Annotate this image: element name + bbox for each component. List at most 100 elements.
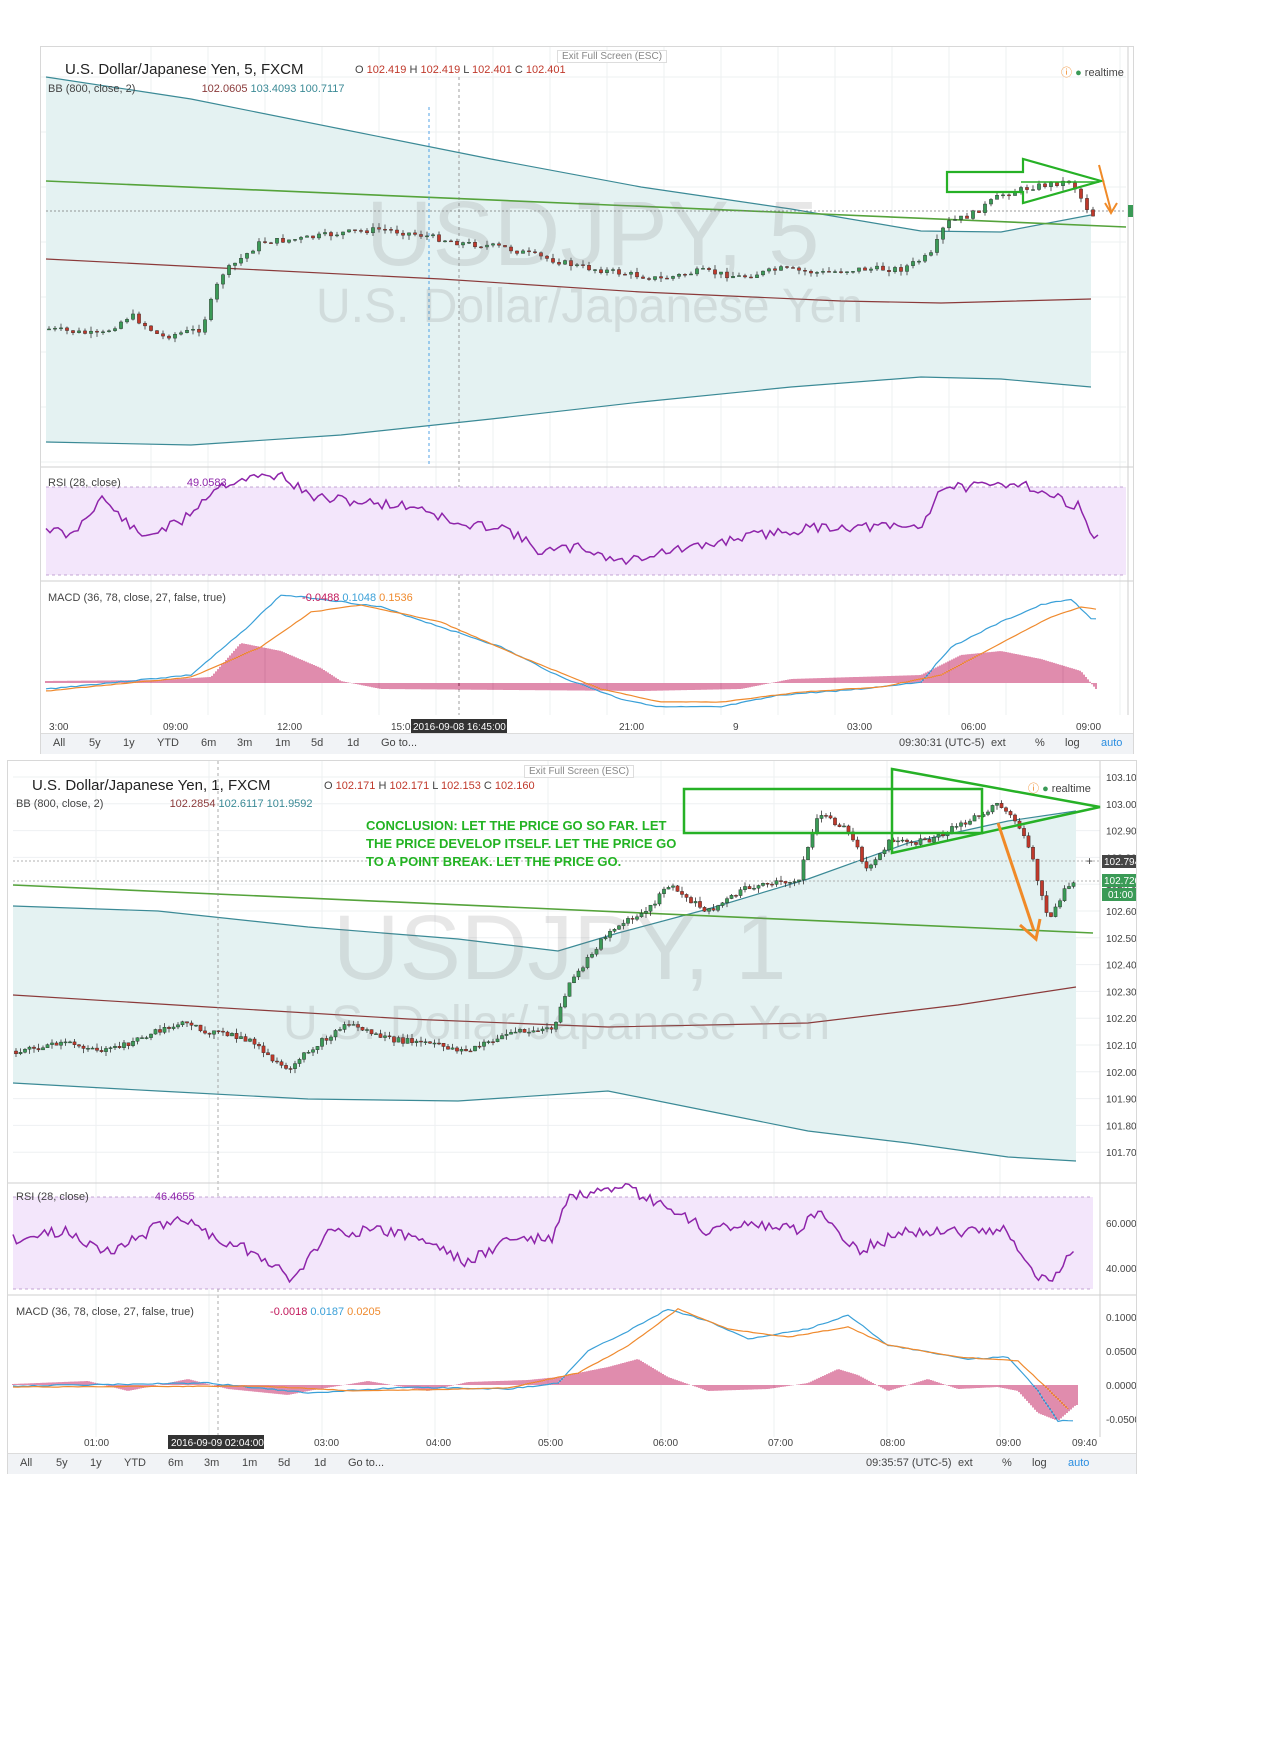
range-goto-button[interactable]: Go to... [348, 1457, 385, 1469]
candle [761, 270, 765, 276]
candle [257, 241, 261, 252]
macd-hist: -0.0018 [270, 1306, 308, 1318]
range-1d-button[interactable]: 1d [314, 1457, 327, 1469]
range-ytd-button[interactable]: YTD [157, 737, 179, 749]
ext-toggle[interactable]: ext [958, 1457, 973, 1469]
crosshair-time-label: 2016-09-08 16:45:00 [413, 722, 506, 733]
rsi-label: RSI (28, close) [16, 1191, 89, 1203]
candle [449, 240, 453, 243]
range-ytd-button[interactable]: YTD [124, 1457, 146, 1469]
candle [173, 333, 177, 339]
candle [684, 894, 689, 898]
range-goto-button[interactable]: Go to... [381, 737, 418, 749]
candle [65, 327, 69, 331]
candle [569, 260, 573, 267]
range-1d-button[interactable]: 1d [347, 737, 360, 749]
pct-toggle[interactable]: % [1035, 737, 1045, 749]
x-tick-label: 01:00 [84, 1438, 109, 1449]
candle [167, 335, 171, 339]
candle [162, 1027, 167, 1033]
candle [392, 1036, 396, 1043]
candle [86, 1048, 90, 1050]
candle [1085, 198, 1089, 210]
candle [779, 880, 783, 882]
chart-1min-svg[interactable]: 103.100103.000102.900102.800102.700102.6… [8, 761, 1136, 1453]
candle [269, 242, 273, 244]
green-box-drawing [682, 787, 984, 835]
candle [41, 1047, 45, 1051]
candle [1008, 811, 1013, 816]
candle [881, 265, 885, 271]
range-5d-button[interactable]: 5d [278, 1457, 291, 1469]
candle [387, 1035, 392, 1038]
range-6m-button[interactable]: 6m [168, 1457, 184, 1469]
candle [536, 1030, 540, 1032]
candle [395, 229, 399, 234]
bb-label: BB (800, close, 2) [48, 83, 136, 95]
exit-fullscreen-button[interactable]: Exit Full Screen (ESC) [524, 765, 635, 778]
candle [263, 241, 267, 243]
candle [63, 1041, 68, 1044]
candle [635, 916, 639, 920]
candle [83, 330, 87, 334]
candle [882, 849, 887, 854]
range-5d-button[interactable]: 5d [311, 737, 324, 749]
candle [18, 1052, 23, 1055]
candle [702, 907, 707, 912]
exit-fullscreen-button[interactable]: Exit Full Screen (ESC) [557, 50, 668, 63]
candle [473, 241, 477, 248]
candle [873, 859, 878, 866]
candle [101, 331, 105, 334]
candle [639, 913, 644, 918]
candle [383, 228, 387, 231]
crosshair-price-badge: 102.794 [1104, 857, 1136, 868]
bb-band-fill [46, 77, 1091, 445]
add-alert-button[interactable]: + [1086, 854, 1093, 868]
range-1m-button[interactable]: 1m [275, 737, 291, 749]
candle [791, 267, 795, 269]
range-3m-button[interactable]: 3m [204, 1457, 220, 1469]
range-all-button[interactable]: All [20, 1457, 33, 1469]
x-tick-label: 15:00 [391, 722, 416, 733]
log-toggle[interactable]: log [1032, 1457, 1047, 1469]
candle [734, 895, 738, 897]
candle [603, 937, 608, 940]
range-5y-button[interactable]: 5y [89, 737, 101, 749]
range-1y-button[interactable]: 1y [90, 1457, 102, 1469]
candle [299, 237, 303, 240]
candle [725, 271, 729, 279]
candle [971, 210, 975, 219]
auto-toggle[interactable]: auto [1101, 737, 1123, 749]
candle [233, 262, 237, 266]
candle [225, 1031, 230, 1037]
ohlc-open: 102.171 [335, 780, 376, 792]
candle [689, 897, 693, 904]
candle [608, 931, 612, 938]
range-all-button[interactable]: All [53, 737, 66, 749]
range-6m-button[interactable]: 6m [201, 737, 217, 749]
candle [158, 1029, 162, 1033]
range-1m-button[interactable]: 1m [242, 1457, 258, 1469]
chart-1min-panel: 103.100103.000102.900102.800102.700102.6… [7, 760, 1137, 1474]
range-1y-button[interactable]: 1y [123, 737, 135, 749]
candle [963, 822, 968, 825]
pct-toggle[interactable]: % [1002, 1457, 1012, 1469]
candle [446, 1046, 450, 1050]
ext-toggle[interactable]: ext [991, 737, 1006, 749]
candle [863, 267, 867, 271]
range-3m-button[interactable]: 3m [237, 737, 253, 749]
ohlc-low: 102.401 [472, 64, 512, 76]
candle [803, 270, 807, 272]
bb-legend: BB (800, close, 2) 102.0605 103.4093 100… [48, 83, 345, 95]
auto-toggle[interactable]: auto [1068, 1457, 1090, 1469]
log-toggle[interactable]: log [1065, 737, 1080, 749]
macd-legend: MACD (36, 78, close, 27, false, true) -0… [48, 592, 413, 604]
candle [965, 215, 969, 219]
candle [806, 847, 810, 861]
candle [374, 1033, 378, 1035]
macd-signal: 0.1536 [379, 592, 413, 604]
rsi-tick-label: 60.0000 [1106, 1219, 1136, 1230]
candle [297, 1059, 302, 1064]
range-5y-button[interactable]: 5y [56, 1457, 68, 1469]
